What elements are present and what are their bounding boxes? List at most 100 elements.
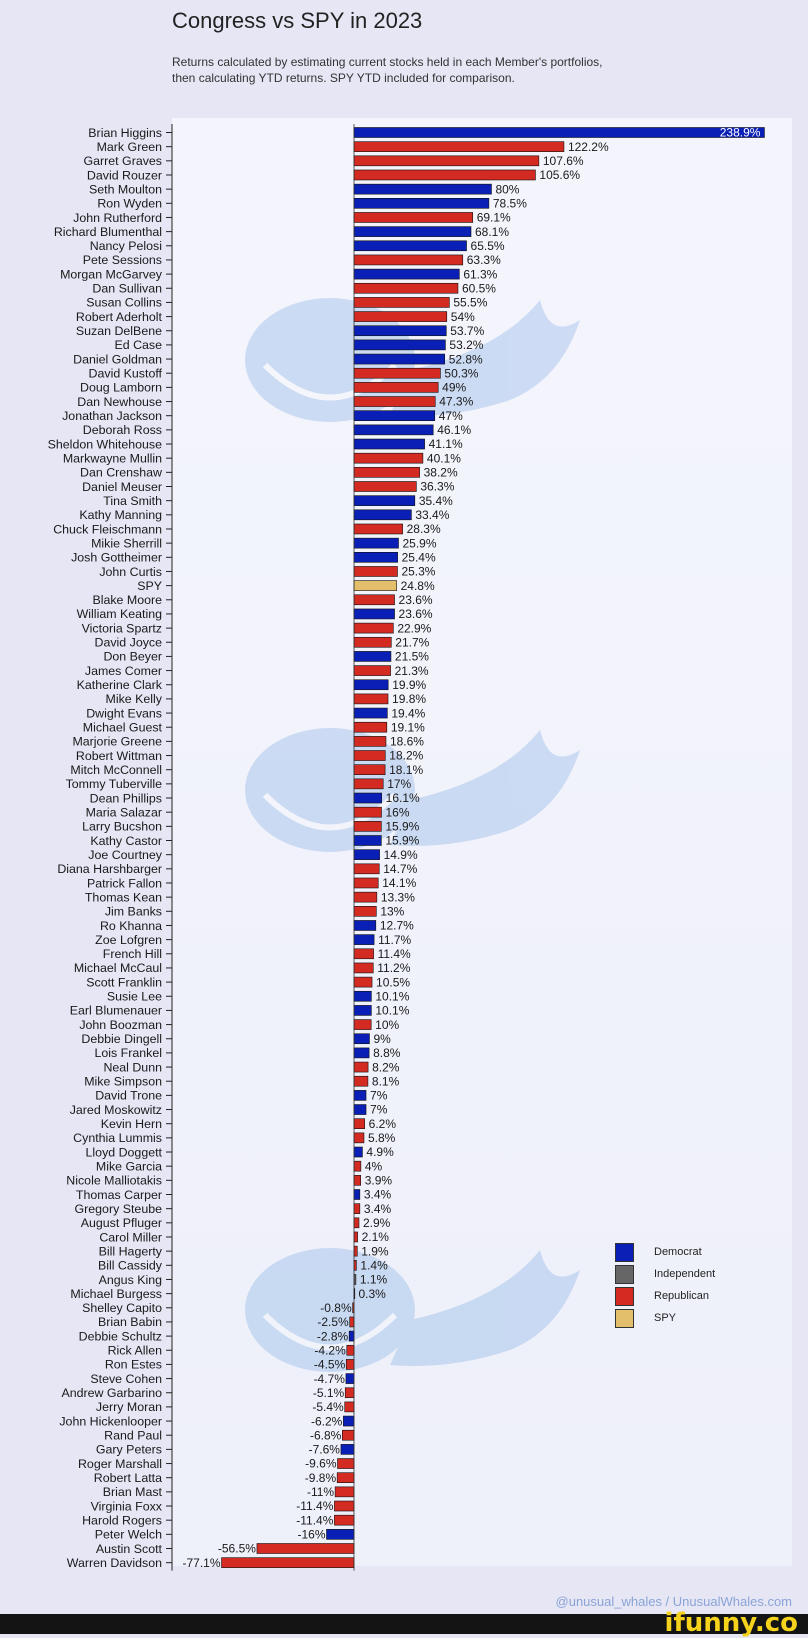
y-tick-label: Seth Moulton	[89, 182, 162, 196]
bar	[326, 1529, 355, 1540]
y-tick-label: Cynthia Lummis	[73, 1131, 162, 1145]
data-label: -7.6%	[309, 1443, 341, 1457]
data-label: 54%	[451, 310, 475, 324]
bar	[340, 1444, 355, 1455]
bar	[353, 339, 446, 351]
y-tick-label: Jared Moskowitz	[70, 1103, 162, 1117]
bar	[353, 1146, 363, 1158]
bar	[353, 382, 439, 393]
data-label: -56.5%	[218, 1542, 256, 1556]
bar	[337, 1458, 355, 1469]
bar	[353, 127, 765, 138]
legend-swatch-spy	[615, 1308, 634, 1328]
whale-watermark-icon	[245, 1248, 580, 1372]
bar	[353, 353, 446, 365]
bar	[353, 1231, 358, 1243]
y-tick-label: Brian Higgins	[88, 126, 162, 140]
data-label: -11.4%	[296, 1513, 333, 1527]
data-label: -9.8%	[305, 1471, 337, 1485]
bar	[353, 367, 441, 379]
data-label: -6.8%	[310, 1428, 342, 1442]
bar	[353, 169, 536, 181]
bar	[353, 1047, 370, 1059]
legend-label-republican: Republican	[654, 1290, 710, 1302]
bar	[353, 509, 412, 521]
y-tick-label: Rick Allen	[108, 1344, 163, 1358]
bar	[353, 962, 374, 974]
bar	[353, 736, 387, 747]
y-tick-label: Larry Bucshon	[82, 820, 162, 834]
data-label: 2.9%	[363, 1216, 391, 1230]
bar	[353, 990, 372, 1002]
y-tick-label: Mike Simpson	[84, 1075, 162, 1089]
bar	[336, 1472, 355, 1483]
site-logo[interactable]: ifunny.co	[664, 1608, 798, 1638]
y-tick-label: August Pfluger	[81, 1216, 162, 1230]
y-tick-label: Joe Courtney	[88, 848, 163, 862]
credit-text[interactable]: @unusual_whales / UnusualWhales.com	[555, 1594, 792, 1609]
bar	[353, 452, 424, 464]
bar	[353, 1203, 361, 1214]
data-label: 5.8%	[368, 1131, 396, 1145]
data-label: 8.2%	[372, 1060, 400, 1074]
data-label: -16%	[297, 1528, 325, 1542]
y-tick-label: Roger Marshall	[78, 1457, 162, 1471]
data-label: 7%	[370, 1103, 388, 1117]
data-label: 55.5%	[453, 296, 487, 310]
bar	[353, 410, 436, 422]
data-label: 40.1%	[427, 451, 461, 465]
y-tick-label: Jim Banks	[105, 905, 162, 919]
data-label: 19.4%	[391, 706, 425, 720]
legend-item-spy: SPY	[615, 1307, 715, 1329]
bar	[353, 778, 384, 790]
y-tick-label: Virginia Foxx	[91, 1499, 163, 1513]
y-tick-label: Lois Frankel	[95, 1046, 163, 1060]
data-label: 11.4%	[378, 947, 411, 961]
data-label: 14.7%	[383, 862, 417, 876]
bar	[353, 693, 389, 705]
y-tick-label: Thomas Kean	[85, 890, 162, 904]
y-tick-label: Gary Peters	[96, 1443, 162, 1457]
data-label: 41.1%	[429, 437, 463, 451]
bar	[353, 438, 425, 450]
y-tick-label: Peter Welch	[95, 1528, 162, 1542]
y-tick-label: Andrew Garbarino	[61, 1386, 162, 1400]
legend-swatch-republican	[615, 1286, 634, 1306]
bar	[353, 877, 379, 889]
data-label: 4.9%	[366, 1145, 394, 1159]
bar	[353, 976, 373, 988]
bar	[353, 679, 389, 691]
data-label: 21.7%	[395, 635, 429, 649]
data-label: 14.1%	[382, 876, 416, 890]
data-label: -4.5%	[314, 1358, 346, 1372]
y-tick-label: Warren Davidson	[67, 1556, 162, 1570]
data-label: 2.1%	[362, 1230, 390, 1244]
y-tick-label: Don Beyer	[103, 650, 162, 664]
y-tick-label: Mike Garcia	[96, 1159, 162, 1173]
data-label: 60.5%	[462, 281, 496, 295]
bar	[344, 1401, 355, 1413]
plot-background	[172, 118, 792, 1566]
y-tick-label: Michael McCaul	[74, 961, 162, 975]
data-label: -0.8%	[320, 1301, 352, 1315]
bar	[344, 1387, 355, 1399]
data-label: -11.4%	[296, 1499, 333, 1513]
data-label: 46.1%	[437, 423, 471, 437]
data-label: 19.1%	[391, 720, 425, 734]
bar	[353, 282, 459, 294]
bar	[334, 1514, 355, 1526]
data-label: -6.2%	[311, 1414, 343, 1428]
bar	[353, 1189, 361, 1200]
bar	[353, 1245, 358, 1257]
legend: Democrat Independent Republican SPY	[615, 1241, 715, 1329]
bar	[353, 467, 420, 478]
footer-bar: ifunny.co	[0, 1608, 808, 1638]
data-label: 10.1%	[375, 1004, 409, 1018]
data-label: 25.4%	[402, 551, 436, 565]
y-tick-label: Dan Sullivan	[92, 282, 162, 296]
data-label: 65.5%	[471, 239, 505, 253]
bar	[353, 183, 492, 195]
bar	[353, 948, 374, 960]
data-label: 15.9%	[385, 834, 419, 848]
data-label: 11.7%	[378, 933, 411, 947]
